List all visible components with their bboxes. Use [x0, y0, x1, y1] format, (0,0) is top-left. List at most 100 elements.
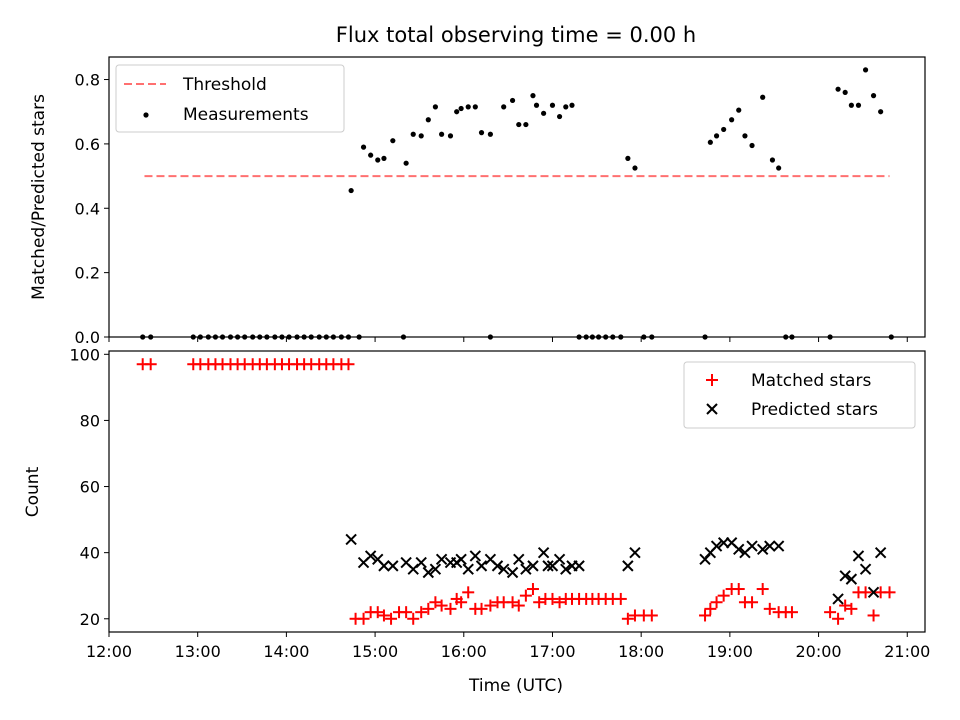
- predicted-star-point: [415, 556, 427, 569]
- legend-predicted-label: Predicted stars: [751, 400, 878, 420]
- matched-star-point: [710, 596, 723, 609]
- predicted-star-point: [542, 560, 554, 572]
- bottom-y-tick-label: 20: [80, 610, 100, 629]
- bottom-data-layer: [136, 358, 896, 625]
- predicted-star-point: [497, 563, 510, 575]
- predicted-star-point: [345, 533, 357, 546]
- bottom-legend: Matched stars Predicted stars: [683, 361, 916, 429]
- matched-star-point: [756, 583, 769, 596]
- measurement-point: [432, 104, 438, 110]
- predicted-star-point: [462, 563, 474, 575]
- predicted-star-point: [520, 563, 532, 575]
- matched-star-point: [614, 592, 627, 605]
- measurement-point: [749, 142, 755, 149]
- measurement-point: [855, 102, 862, 108]
- bottom-x-tick-label: 17:00: [529, 642, 575, 661]
- matched-star-point: [859, 586, 872, 599]
- measurement-point: [410, 131, 416, 137]
- measurement-point: [478, 130, 485, 136]
- measurement-point: [563, 104, 569, 110]
- predicted-star-point: [622, 560, 634, 572]
- matched-star-point: [422, 602, 435, 615]
- matched-star-point: [429, 596, 442, 609]
- measurement-point: [776, 165, 782, 171]
- predicted-star-point: [378, 560, 390, 572]
- figure-title: Flux total observing time = 0.00 h: [336, 23, 696, 47]
- predicted-star-point: [839, 570, 851, 582]
- measurement-point: [368, 152, 374, 158]
- measurement-point: [736, 107, 742, 113]
- matched-star-point: [512, 599, 525, 612]
- bottom-x-tick-label: 13:00: [175, 642, 221, 661]
- matched-star-point: [475, 602, 488, 615]
- measurement-point: [713, 133, 720, 139]
- matched-star-point: [883, 586, 896, 599]
- measurement-point: [742, 133, 748, 139]
- measurement-point: [501, 104, 507, 110]
- matched-star-point: [546, 592, 559, 605]
- predicted-star-point: [387, 560, 399, 572]
- top-y-tick-label: 0.4: [75, 199, 100, 218]
- predicted-star-point: [553, 553, 566, 565]
- measurement-point: [472, 104, 478, 110]
- predicted-star-point: [573, 560, 585, 572]
- bottom-x-axis: 12:00 13:00 14:00 15:00 16:00 17:00 18:00 19:00…: [86, 632, 930, 661]
- measurement-point: [465, 104, 471, 110]
- measurement-point: [721, 126, 727, 133]
- predicted-star-point: [506, 566, 519, 579]
- matched-star-point: [342, 358, 355, 371]
- top-legend-box: [115, 64, 345, 133]
- measurement-point: [870, 93, 877, 99]
- predicted-star-point: [874, 546, 887, 559]
- predicted-star-point: [560, 563, 572, 575]
- measurement-point: [425, 117, 431, 123]
- matched-star-point: [385, 612, 398, 625]
- measurement-point: [632, 165, 638, 171]
- matched-star-point: [621, 612, 634, 625]
- bottom-y-tick-label: 40: [80, 544, 100, 563]
- predicted-star-point: [764, 540, 776, 552]
- legend-matched-label: Matched stars: [751, 371, 871, 391]
- bottom-panel: 20 40 60 80 100 12:00 13:00 14:00 15:00 16:00 17:…: [23, 345, 930, 696]
- measurement-point: [348, 187, 354, 194]
- predicted-star-point: [832, 593, 844, 605]
- predicted-star-point: [859, 563, 872, 575]
- measurement-point: [390, 138, 396, 144]
- measurement-point: [447, 133, 454, 139]
- top-legend: Threshold Measurements: [115, 64, 345, 133]
- measurement-point: [862, 67, 869, 73]
- bottom-x-tick-label: 12:00: [86, 642, 132, 661]
- predicted-star-point: [733, 543, 745, 556]
- matched-star-point: [526, 583, 539, 596]
- predicted-star-point: [756, 543, 769, 556]
- matched-star-point: [357, 612, 370, 625]
- bottom-x-tick-label: 20:00: [796, 642, 842, 661]
- measurement-point: [878, 109, 884, 115]
- top-y-tick-label: 0.2: [75, 264, 100, 283]
- bottom-x-tick-label: 16:00: [441, 642, 487, 661]
- bottom-y-axis: 20 40 60 80 100: [69, 345, 109, 629]
- bottom-legend-box: [683, 361, 916, 429]
- bottom-x-tick-label: 19:00: [707, 642, 753, 661]
- predicted-star-point: [455, 553, 467, 565]
- matched-star-point: [832, 612, 845, 625]
- measurement-point: [729, 117, 735, 123]
- top-y-tick-label: 0.0: [75, 328, 100, 347]
- bottom-y-axis-label: Count: [23, 466, 43, 517]
- matched-star-point: [144, 358, 157, 371]
- measurement-point: [556, 113, 563, 120]
- legend-predicted-swatch: [706, 403, 718, 415]
- measurement-point: [760, 94, 766, 100]
- measurement-point: [549, 102, 556, 108]
- predicted-star-point: [772, 540, 785, 552]
- matched-star-point: [506, 596, 519, 609]
- matched-star-point: [763, 602, 776, 615]
- predicted-star-point: [527, 560, 539, 572]
- predicted-star-point: [435, 553, 448, 565]
- measurement-point: [523, 121, 529, 128]
- top-panel: 0.00.20.40.60.8 Matched/Predicted stars …: [29, 56, 926, 347]
- predicted-star-point: [429, 563, 442, 575]
- legend-matched-swatch: [706, 374, 718, 386]
- measurement-point: [439, 131, 445, 137]
- measurement-point: [541, 110, 547, 116]
